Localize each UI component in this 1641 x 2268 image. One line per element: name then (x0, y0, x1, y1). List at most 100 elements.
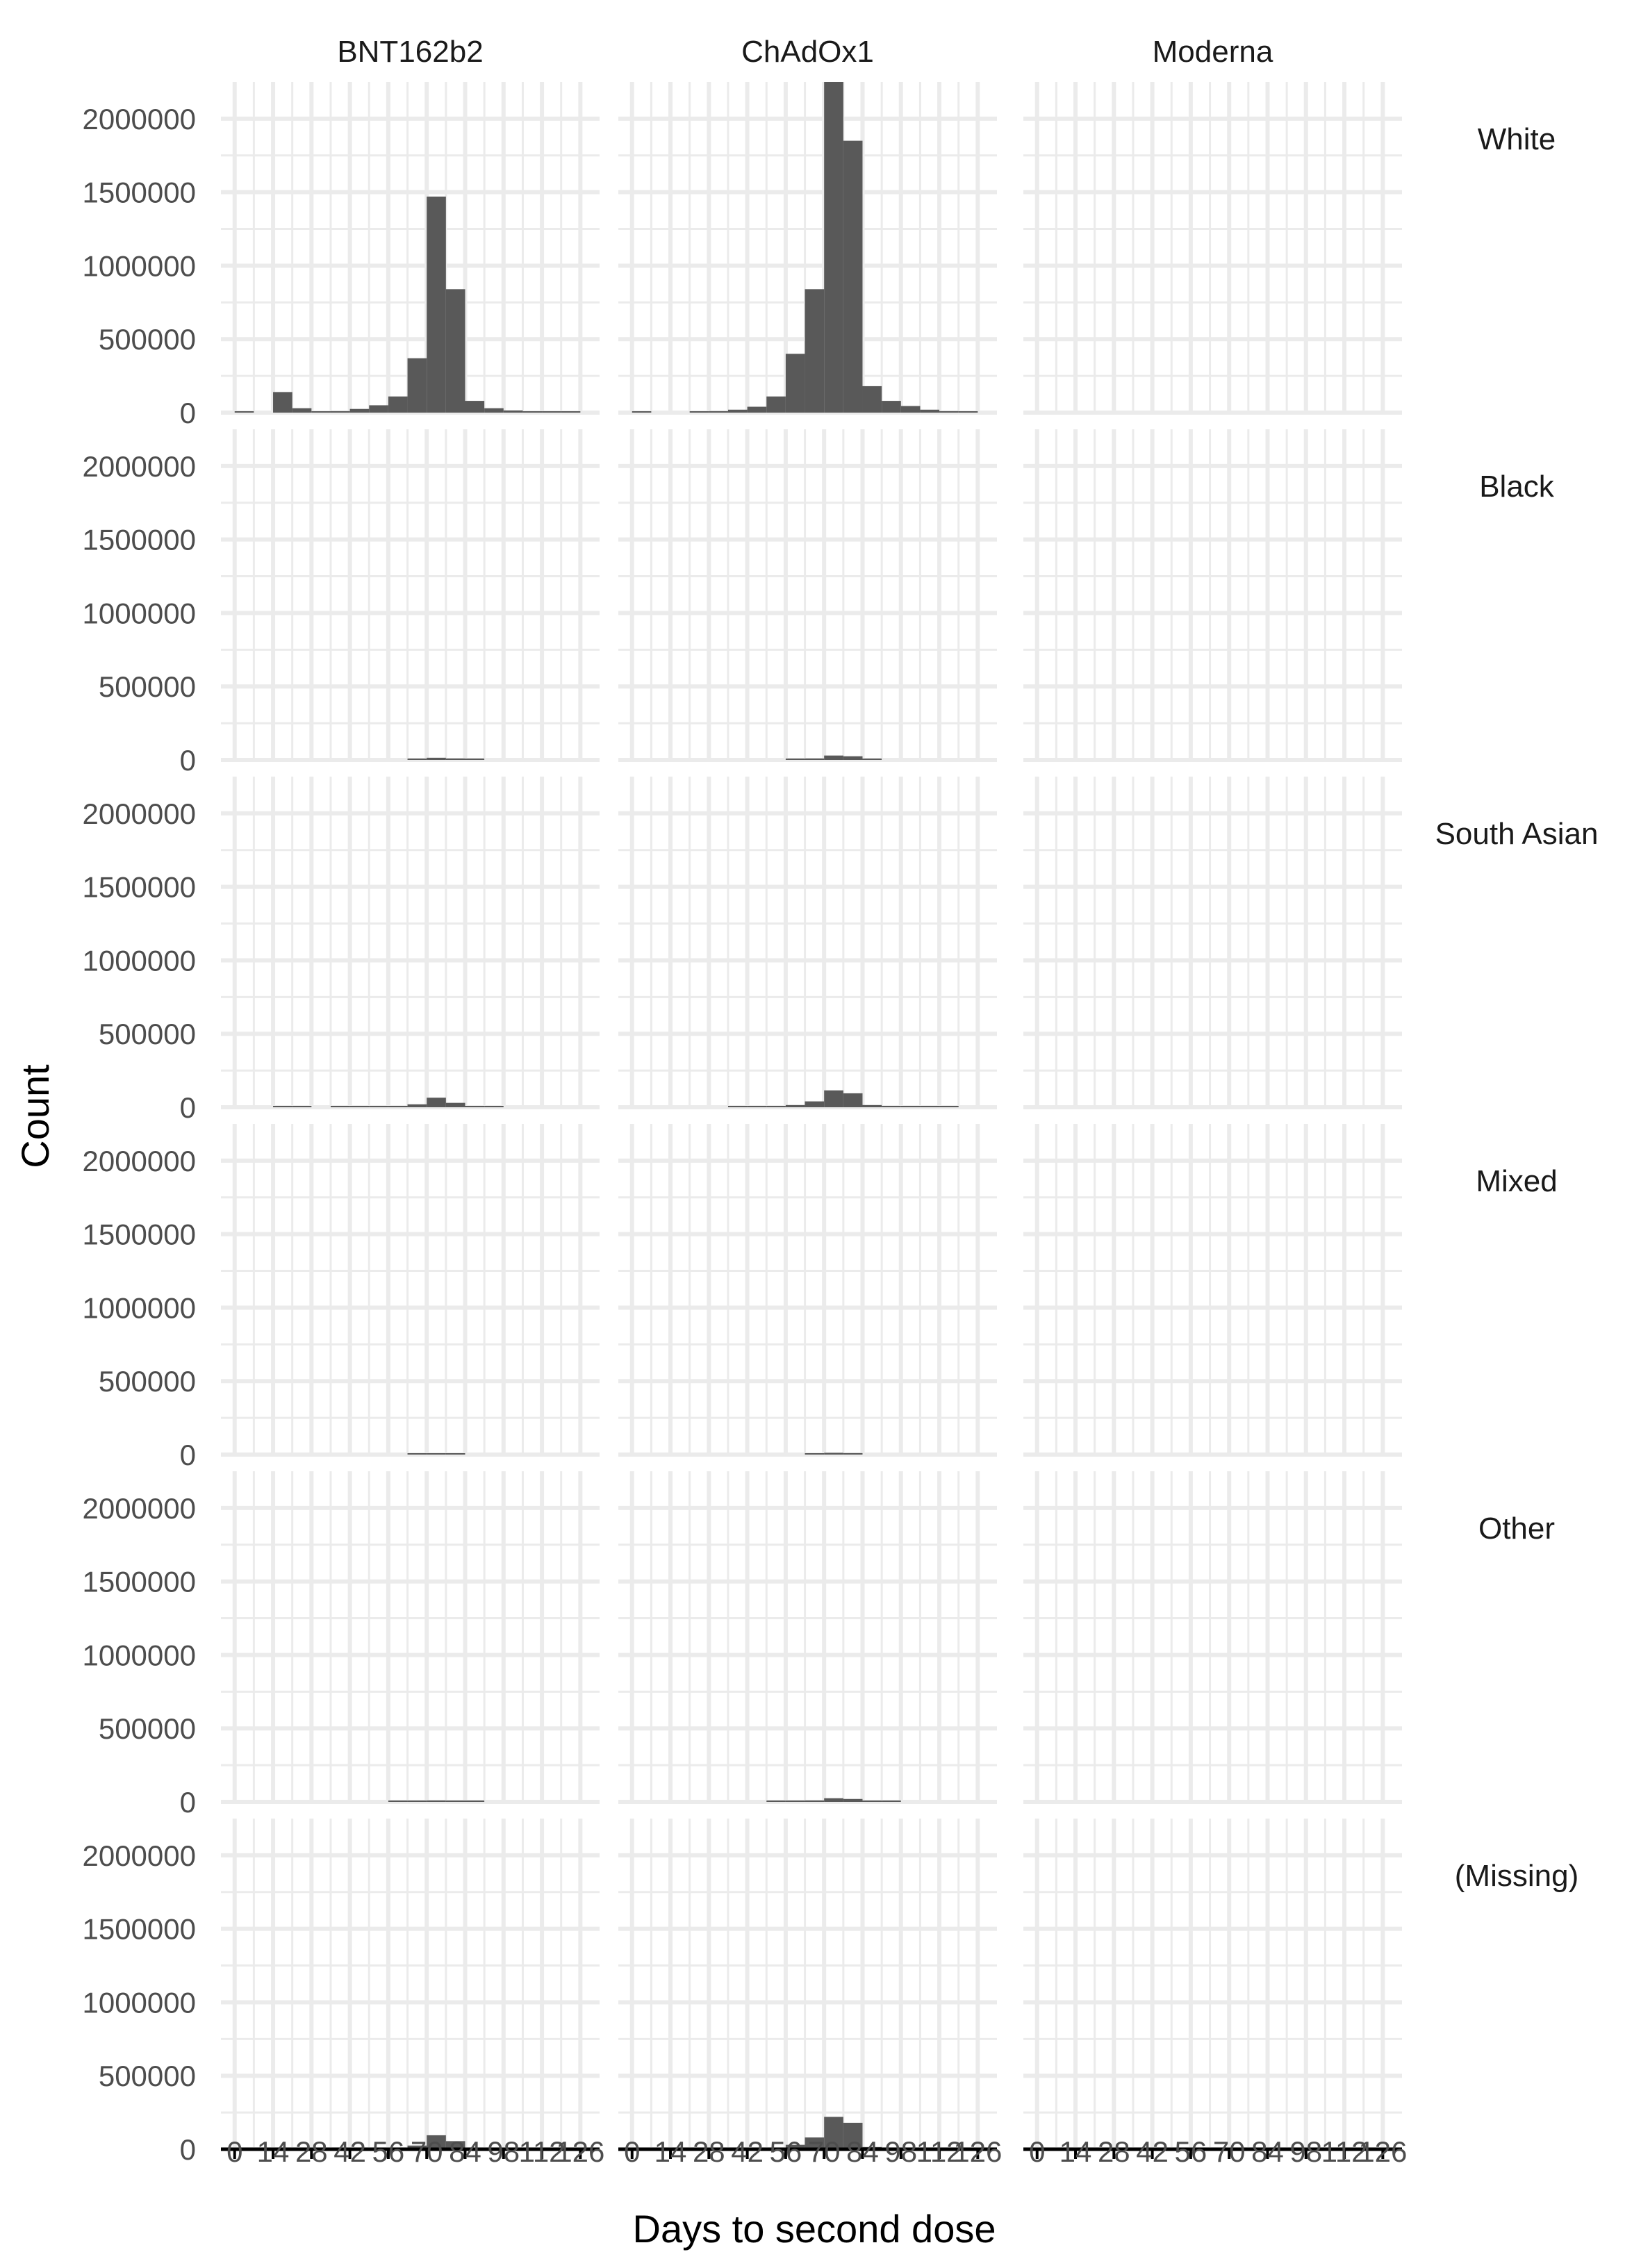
x-tick-label: 28 (295, 2135, 328, 2168)
histogram-bar (465, 401, 485, 413)
histogram-bar (427, 1800, 446, 1802)
histogram-bar (445, 758, 465, 760)
histogram-bar (882, 1801, 901, 1802)
y-tick-label: 500000 (99, 323, 196, 356)
histogram-bar (561, 411, 581, 413)
x-tick-label: 70 (1213, 2135, 1246, 2168)
histogram-bar (330, 1106, 350, 1107)
histogram-bar (824, 755, 843, 760)
x-tick-label: 98 (884, 2135, 917, 2168)
panel-4-2 (1023, 1471, 1402, 1804)
histogram-bar (445, 1102, 465, 1107)
histogram-bar (766, 396, 786, 413)
histogram-bar (862, 759, 882, 760)
x-tick-label: 112 (916, 2135, 963, 2168)
y-tick-label: 500000 (99, 2060, 196, 2092)
x-tick-label: 42 (731, 2135, 764, 2168)
histogram-bar (349, 1106, 370, 1107)
x-tick-label: 70 (808, 2135, 841, 2168)
x-tick-label: 98 (487, 2135, 520, 2168)
histogram-bar (747, 406, 767, 413)
histogram-bar (862, 1801, 882, 1802)
x-tick-label: 126 (556, 2135, 604, 2168)
panel-5-1 (618, 1819, 997, 2159)
histogram-bar (407, 759, 427, 760)
y-tick-label: 1000000 (82, 944, 196, 977)
y-tick-label: 2000000 (82, 1145, 196, 1177)
row-strip-label: White (1478, 122, 1556, 156)
x-tick-label: 42 (1136, 2135, 1169, 2168)
histogram-bar (805, 1800, 825, 1802)
panel-0-0 (221, 82, 600, 415)
histogram-bar (388, 1106, 408, 1107)
x-tick-label: 0 (226, 2135, 242, 2168)
histogram-bar (900, 406, 921, 413)
labels-layer: White 0 500000 1000000 1500000 2000000 Black 0 5… (82, 35, 1598, 2168)
histogram-bar (234, 411, 254, 413)
histogram-bar (427, 197, 446, 413)
histogram-bar (939, 1106, 959, 1107)
x-tick-label: 98 (1289, 2135, 1322, 2168)
panel-5-0 (221, 1819, 600, 2159)
histogram-bar (292, 1106, 312, 1107)
y-tick-label: 0 (180, 397, 196, 429)
panel-5-2 (1023, 1819, 1402, 2159)
histogram-bar (785, 354, 805, 413)
y-tick-label: 500000 (99, 1018, 196, 1050)
y-tick-label: 2000000 (82, 103, 196, 135)
histogram-bar (311, 411, 331, 413)
y-tick-label: 1500000 (82, 1566, 196, 1598)
histogram-bar (465, 1801, 485, 1802)
y-tick-label: 2000000 (82, 450, 196, 483)
x-tick-label: 84 (846, 2135, 879, 2168)
row-strip-label: Black (1479, 470, 1555, 504)
histogram-bar (689, 411, 709, 413)
column-strip-label: ChAdOx1 (741, 35, 874, 69)
histogram-bar (862, 1104, 882, 1107)
histogram-bar (465, 1106, 485, 1107)
panel-0-2 (1023, 82, 1402, 415)
histogram-bar (824, 1452, 843, 1455)
histogram-bar (900, 1106, 921, 1107)
histogram-bar (427, 1098, 446, 1107)
column-strip-label: Moderna (1153, 35, 1273, 69)
histogram-bar (785, 1104, 805, 1107)
panel-1-1 (618, 429, 997, 762)
histogram-bar (445, 289, 465, 413)
x-tick-label: 126 (1358, 2135, 1407, 2168)
panel-4-0 (221, 1471, 600, 1804)
y-axis-title: Count (13, 1064, 57, 1168)
y-tick-label: 1000000 (82, 597, 196, 629)
histogram-bar (727, 409, 748, 413)
histogram-bar (407, 1453, 427, 1455)
panel-0-1 (618, 82, 997, 415)
x-tick-label: 84 (449, 2135, 481, 2168)
x-tick-label: 28 (693, 2135, 725, 2168)
x-tick-label: 56 (1175, 2135, 1207, 2168)
histogram-bar (273, 1106, 292, 1107)
panel-1-2 (1023, 429, 1402, 762)
histogram-bar (805, 758, 825, 760)
histogram-bar (407, 358, 427, 413)
histogram-bar (843, 1093, 863, 1107)
y-tick-label: 500000 (99, 670, 196, 703)
y-tick-label: 2000000 (82, 1492, 196, 1525)
histogram-bar (843, 1452, 863, 1455)
panel-3-1 (618, 1124, 997, 1457)
histogram-bar (522, 411, 543, 413)
x-tick-label: 126 (953, 2135, 1002, 2168)
row-strip-label: Mixed (1476, 1164, 1557, 1198)
y-tick-label: 500000 (99, 1712, 196, 1745)
panel-2-2 (1023, 777, 1402, 1109)
histogram-bar (747, 1106, 767, 1107)
panel-2-0 (221, 777, 600, 1109)
histogram-bar (785, 2144, 805, 2149)
x-tick-label: 56 (372, 2135, 405, 2168)
histogram-bar (465, 759, 485, 760)
y-tick-label: 1500000 (82, 176, 196, 209)
histogram-bar (445, 1453, 465, 1455)
histogram-bar (882, 1106, 901, 1107)
histogram-bar (632, 411, 652, 413)
histogram-bar (805, 1453, 825, 1455)
y-tick-label: 0 (180, 744, 196, 777)
